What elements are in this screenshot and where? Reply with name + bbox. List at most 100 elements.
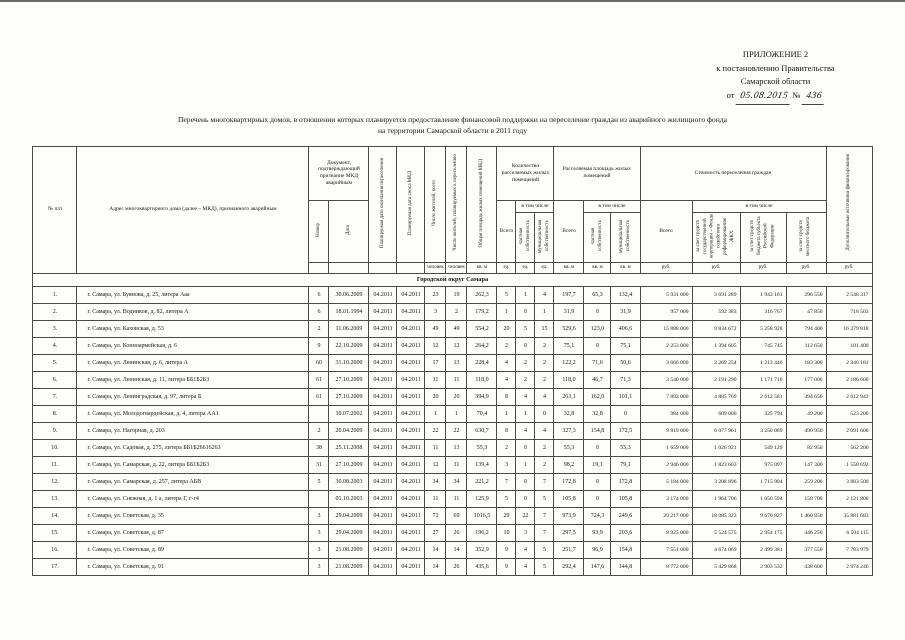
unit-cell: человек xyxy=(424,261,447,274)
cell-date-resettle: 04.2011 xyxy=(368,540,398,559)
cell-rarea-priv: 0 xyxy=(583,472,612,491)
cell-cost-local: 158 700 xyxy=(785,489,827,508)
cell-cost-region: 9 670 827 xyxy=(739,506,787,525)
cell-rarea-mun: 79,1 xyxy=(610,455,641,474)
cell-extra: 2 974 246 xyxy=(825,557,873,576)
cell-cost-region: 316 767 xyxy=(739,302,787,321)
cell-rarea-mun: 105,8 xyxy=(610,489,641,508)
cell-cost-region: 549 129 xyxy=(739,438,787,457)
handwritten-number: 436 xyxy=(801,88,826,105)
cell-rarea-priv: 93,9 xyxy=(583,523,612,542)
cell-address: г. Самара, ул. Водников, д. 82, литера А xyxy=(76,302,310,321)
section-title: Городской округ Самара xyxy=(32,272,873,287)
cell-cost-total: 2 253 000 xyxy=(639,336,693,355)
cell-doc-date: 11.06.2009 xyxy=(328,319,370,338)
cell-date-resettle: 04.2011 xyxy=(368,370,398,389)
cell-rarea-mun: 50,6 xyxy=(610,353,641,372)
cell-cost-region: 2 612 581 xyxy=(739,387,787,406)
cell-cost-local: 446 250 xyxy=(785,523,827,542)
col-group-cost: Стоимость переселения граждан xyxy=(639,145,827,201)
cell-cost-region: 745 745 xyxy=(739,336,787,355)
cell-residents-plan: 13 xyxy=(445,353,468,372)
cell-address: г. Самара, ул. Советская, д. 87 xyxy=(76,523,310,542)
col-header-demolish-date: Планируемая дата сноса МКД xyxy=(396,145,426,263)
cell-cost-region: 5 258 928 xyxy=(739,319,787,338)
cell-address: г. Самара, ул. Буянова, д. 25, литера Аа… xyxy=(76,285,310,304)
cell-date-demolish: 04.2011 xyxy=(396,319,426,338)
cell-residents-plan: 14 xyxy=(445,540,468,559)
cell-cost-fund: 609 006 xyxy=(691,404,741,423)
cell-rarea-priv: 65,3 xyxy=(583,285,612,304)
cell-doc-date: 29.04.2009 xyxy=(328,523,370,542)
unit-cell: руб. xyxy=(691,261,741,274)
cell-rarea-total: 55,3 xyxy=(553,438,585,457)
cell-residents: 34 xyxy=(424,472,447,491)
cell-rarea-total: 263,1 xyxy=(553,387,585,406)
cell-extra: 7 783 979 xyxy=(825,540,873,559)
cell-area-mkd: 352,9 xyxy=(466,540,498,559)
col-header-cost-local: за счет средств местного бюджета xyxy=(785,211,827,263)
cell-doc-num: 2 xyxy=(308,319,330,338)
col-header-cost-region: за счет средств бюджета субъекта Российс… xyxy=(739,211,787,263)
table-row: 3. г. Самара, ул. Каховская, д. 53 2 11.06.… xyxy=(32,319,873,338)
cell-extra: 562 200 xyxy=(825,438,873,457)
cell-idx: 12. xyxy=(32,472,78,491)
col-header-residents-planned: Число жителей, планируемых к переселению xyxy=(445,145,468,263)
cell-area-mkd: 1016,5 xyxy=(466,506,498,525)
col-header-rarea-private: частная собственность xyxy=(583,211,612,263)
cell-units-priv: 0 xyxy=(515,302,536,321)
col-header-cost-including: в том числе xyxy=(691,199,827,213)
cell-rarea-mun: 0 xyxy=(610,404,641,423)
cell-cost-local: 82 950 xyxy=(785,438,827,457)
appendix-line-1: ПРИЛОЖЕНИЕ 2 xyxy=(742,49,809,59)
cell-units-mun: 0 xyxy=(534,404,555,423)
cell-rarea-total: 251,7 xyxy=(553,540,585,559)
cell-date-resettle: 04.2011 xyxy=(368,506,398,525)
cell-residents: 1 xyxy=(424,404,447,423)
cell-date-resettle: 04.2011 xyxy=(368,438,398,457)
col-header-num: № п/п xyxy=(32,145,78,274)
cell-doc-num: 38 xyxy=(308,438,330,457)
document-title-line-1: Перечень многоквартирных домов, в отноше… xyxy=(177,115,728,124)
cell-cost-fund: 3 208 896 xyxy=(691,472,741,491)
table-row: 4. г. Самара, ул. Конноармейская, д. 6 9 22… xyxy=(32,336,873,355)
cell-rarea-total: 297,5 xyxy=(553,523,585,542)
table-row: 7. г. Самара, ул. Ленинградская, д. 97, л… xyxy=(32,387,873,406)
cell-idx: 1. xyxy=(32,285,78,304)
cell-residents: 3 xyxy=(424,302,447,321)
cell-units-mun: 15 xyxy=(534,319,555,338)
unit-cell: кв. м xyxy=(466,261,498,274)
cell-cost-local: 394 650 xyxy=(785,387,827,406)
cell-cost-local: 438 600 xyxy=(785,557,827,576)
cell-address: г. Самара, ул. Конноармейская, д. 6 xyxy=(76,336,310,355)
cell-rarea-mun: 154,8 xyxy=(610,540,641,559)
cell-extra: 523 200 xyxy=(825,404,873,423)
cell-rarea-priv: 147,6 xyxy=(583,557,612,576)
cell-date-demolish: 04.2011 xyxy=(396,557,426,576)
cell-idx: 5. xyxy=(32,353,78,372)
cell-doc-date: 30.06.2009 xyxy=(328,285,370,304)
unit-cell: человек xyxy=(445,261,468,274)
cell-units-priv: 0 xyxy=(515,438,536,457)
cell-doc-num: 31 xyxy=(308,455,330,474)
table-row: 11. г. Самара, ул. Самарская, д. 22, лите… xyxy=(32,455,873,474)
cell-date-resettle: 04.2011 xyxy=(368,387,398,406)
cell-idx: 4. xyxy=(32,336,78,355)
cell-rarea-total: 75,1 xyxy=(553,336,585,355)
cell-date-demolish: 04.2011 xyxy=(396,540,426,559)
cell-cost-fund: 5 524 575 xyxy=(691,523,741,542)
cell-doc-date: 30.08.2003 xyxy=(328,472,370,491)
cell-units-total: 9 xyxy=(496,540,517,559)
cell-residents: 14 xyxy=(424,540,447,559)
cell-units-priv: 22 xyxy=(515,506,536,525)
cell-doc-date: 25.11.2008 xyxy=(328,438,370,457)
cell-units-total: 4 xyxy=(496,370,517,389)
cell-cost-local: 183 300 xyxy=(785,353,827,372)
cell-cost-total: 29 217 000 xyxy=(639,506,693,525)
cell-cost-region: 2 499 381 xyxy=(739,540,787,559)
unit-cell xyxy=(396,261,426,274)
cell-area-mkd: 554,2 xyxy=(466,319,498,338)
cell-residents-plan: 13 xyxy=(445,438,468,457)
cell-cost-fund: 2 269 254 xyxy=(691,353,741,372)
unit-cell: руб. xyxy=(739,261,787,274)
